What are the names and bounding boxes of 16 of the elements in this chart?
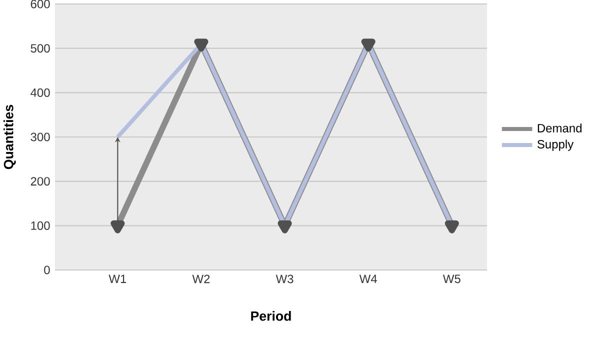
y-tick-label: 400 (30, 88, 50, 97)
y-tick-label: 200 (30, 177, 50, 186)
y-axis-title: Quantities (4, 104, 16, 170)
x-axis-title: Period (251, 311, 291, 321)
x-tick-label: W4 (359, 274, 377, 283)
x-tick-label: W3 (276, 274, 294, 284)
x-tick-label: W1 (108, 274, 126, 283)
x-tick-label: W2 (192, 274, 210, 284)
x-tick-label: W5 (442, 274, 460, 284)
y-tick-label: 300 (30, 132, 50, 142)
y-tick-label: 600 (30, 0, 50, 8)
y-tick-label: 100 (31, 221, 50, 230)
legend-label: Demand (538, 124, 582, 132)
legend-label: Supply (537, 140, 574, 151)
y-tick-label: 0 (44, 266, 50, 274)
y-tick-label: 500 (30, 44, 50, 53)
